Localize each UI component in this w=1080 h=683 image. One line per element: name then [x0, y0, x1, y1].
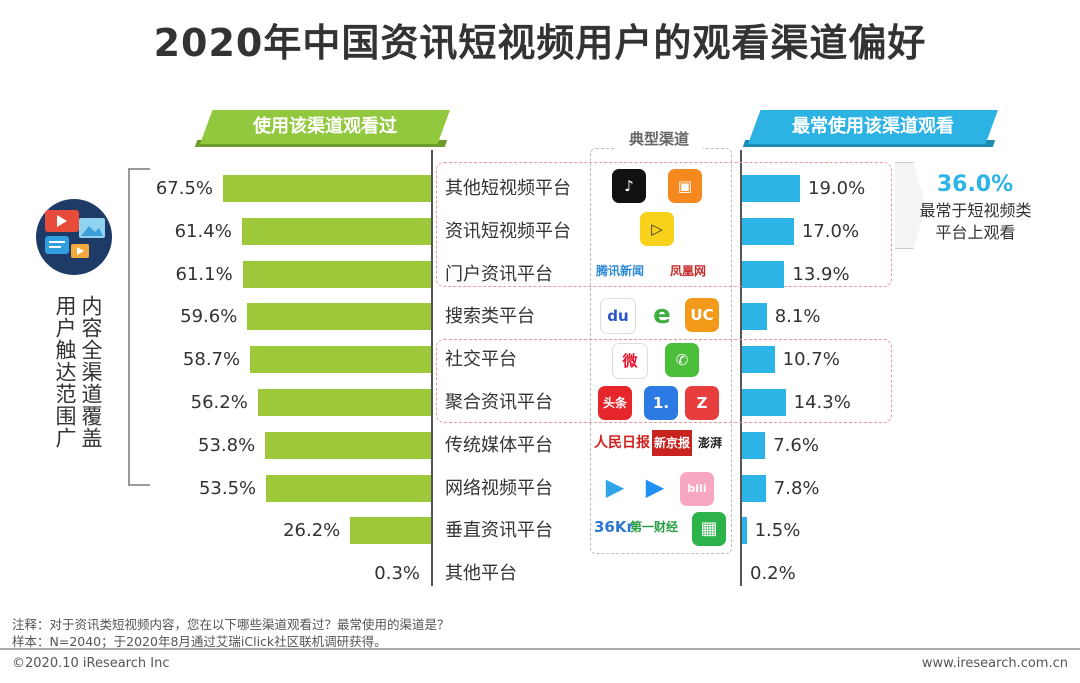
note-line-1: 注释：对于资讯类短视频内容，您在以下哪些渠道观看过？最常使用的渠道是？	[12, 617, 450, 632]
label-used-0: 67.5%	[155, 178, 213, 199]
tencent-video-logo: ▶	[598, 470, 632, 504]
bar-most-used-6	[742, 432, 766, 459]
footer-website: www.iresearch.com.cn	[921, 656, 1068, 671]
footer-divider	[0, 648, 1080, 650]
label-most-used-0: 19.0%	[808, 178, 866, 199]
label-used-8: 26.2%	[283, 520, 341, 541]
bar-most-used-5	[742, 389, 786, 416]
bar-used-0	[223, 175, 431, 202]
left-axis-line	[431, 150, 433, 586]
tencent-news-logo: 腾讯新闻	[596, 264, 645, 278]
category-label-9: 其他平台	[445, 563, 517, 584]
weibo-logo: 微	[612, 343, 648, 379]
bar-most-used-1	[742, 218, 794, 245]
iqiyi-logo: ▦	[692, 512, 726, 546]
bar-used-1	[241, 218, 431, 245]
thepaper-logo: 澎湃	[698, 436, 723, 450]
label-most-used-2: 13.9%	[792, 264, 850, 285]
label-most-used-4: 10.7%	[782, 349, 840, 370]
bar-most-used-0	[742, 175, 800, 202]
banner-left: 使用该渠道观看过	[200, 110, 450, 144]
bar-used-5	[257, 389, 431, 416]
ifeng-logo: 凤凰网	[670, 264, 707, 278]
label-most-used-3: 8.1%	[774, 306, 821, 327]
bar-most-used-7	[742, 475, 766, 502]
wechat-logo: ✆	[665, 343, 699, 377]
diyi-caijing-logo: 第一财经	[630, 520, 679, 534]
label-most-used-5: 14.3%	[793, 392, 851, 413]
channel-label: 典型渠道	[615, 128, 703, 149]
callout-text: 最常于短视频类 平台上观看	[903, 200, 1048, 244]
banner-right: 最常使用该渠道观看	[748, 110, 998, 144]
baidu-logo: du	[600, 298, 636, 334]
toutiao-logo: 头条	[598, 386, 632, 420]
peoples-daily-logo: 人民日报	[594, 435, 650, 451]
pear-video-logo: ▷	[640, 212, 674, 246]
bar-most-used-2	[742, 261, 785, 288]
category-label-3: 搜索类平台	[445, 306, 535, 327]
callout-value: 36.0%	[936, 172, 1014, 197]
kuaishou-logo: ▣	[668, 169, 702, 203]
chart-title: 2020年中国资讯短视频用户的观看渠道偏好	[153, 21, 927, 65]
category-label-1: 资讯短视频平台	[445, 221, 571, 242]
bar-most-used-4	[742, 346, 775, 373]
label-used-5: 56.2%	[190, 392, 248, 413]
side-label-inner: 内容全渠道覆盖	[79, 295, 103, 449]
label-most-used-7: 7.8%	[773, 478, 820, 499]
bar-used-6	[265, 432, 431, 459]
zaker-logo: Z	[685, 386, 719, 420]
label-used-2: 61.1%	[175, 264, 233, 285]
label-used-9: 0.3%	[374, 563, 420, 584]
bar-used-8	[350, 517, 431, 544]
callout-text-line2: 平台上观看	[935, 223, 1016, 242]
callout-text-line1: 最常于短视频类	[919, 201, 1032, 220]
bar-used-4	[250, 346, 431, 373]
douyin-logo: ♪	[612, 169, 646, 203]
bar-used-2	[242, 261, 431, 288]
coverage-bracket	[128, 168, 150, 486]
label-used-4: 58.7%	[182, 349, 241, 370]
group-box-short-video	[436, 162, 892, 287]
note-line-2: 样本：N=2040；于2020年8月通过艾瑞iClick社区联机调研获得。	[12, 634, 387, 649]
yidian-logo: 1.	[644, 386, 678, 420]
bar-used-7	[266, 475, 431, 502]
footer-copyright: ©2020.10 iResearch Inc	[12, 656, 170, 671]
label-used-7: 53.5%	[198, 478, 257, 499]
bar-most-used-3	[742, 303, 767, 330]
category-label-2: 门户资讯平台	[445, 264, 553, 285]
uc-logo: UC	[685, 298, 719, 332]
category-label-8: 垂直资讯平台	[445, 520, 553, 541]
ie-logo: e	[645, 298, 679, 332]
category-label-7: 网络视频平台	[445, 478, 553, 499]
label-used-3: 59.6%	[180, 306, 238, 327]
label-used-6: 53.8%	[198, 435, 256, 456]
label-most-used-1: 17.0%	[801, 221, 860, 242]
right-axis-line	[740, 150, 742, 586]
group-box-social	[436, 339, 892, 423]
xinjingbao-logo: 新京报	[652, 430, 693, 456]
category-label-4: 社交平台	[445, 349, 517, 370]
category-label-6: 传统媒体平台	[445, 435, 553, 456]
label-used-1: 61.4%	[174, 221, 232, 242]
bilibili-logo: bili	[680, 472, 714, 506]
bar-most-used-8	[742, 517, 747, 544]
category-label-5: 聚合资讯平台	[445, 392, 553, 413]
36kr-logo: 36Kr	[594, 518, 634, 536]
label-most-used-8: 1.5%	[754, 520, 801, 541]
bar-used-3	[247, 303, 431, 330]
label-most-used-9: 0.2%	[750, 563, 796, 584]
youku-logo: ▶	[638, 470, 672, 504]
category-label-0: 其他短视频平台	[445, 178, 571, 199]
label-most-used-6: 7.6%	[773, 435, 819, 456]
media-icon	[36, 199, 112, 275]
side-label-outer: 用户触达范围广	[53, 295, 77, 449]
